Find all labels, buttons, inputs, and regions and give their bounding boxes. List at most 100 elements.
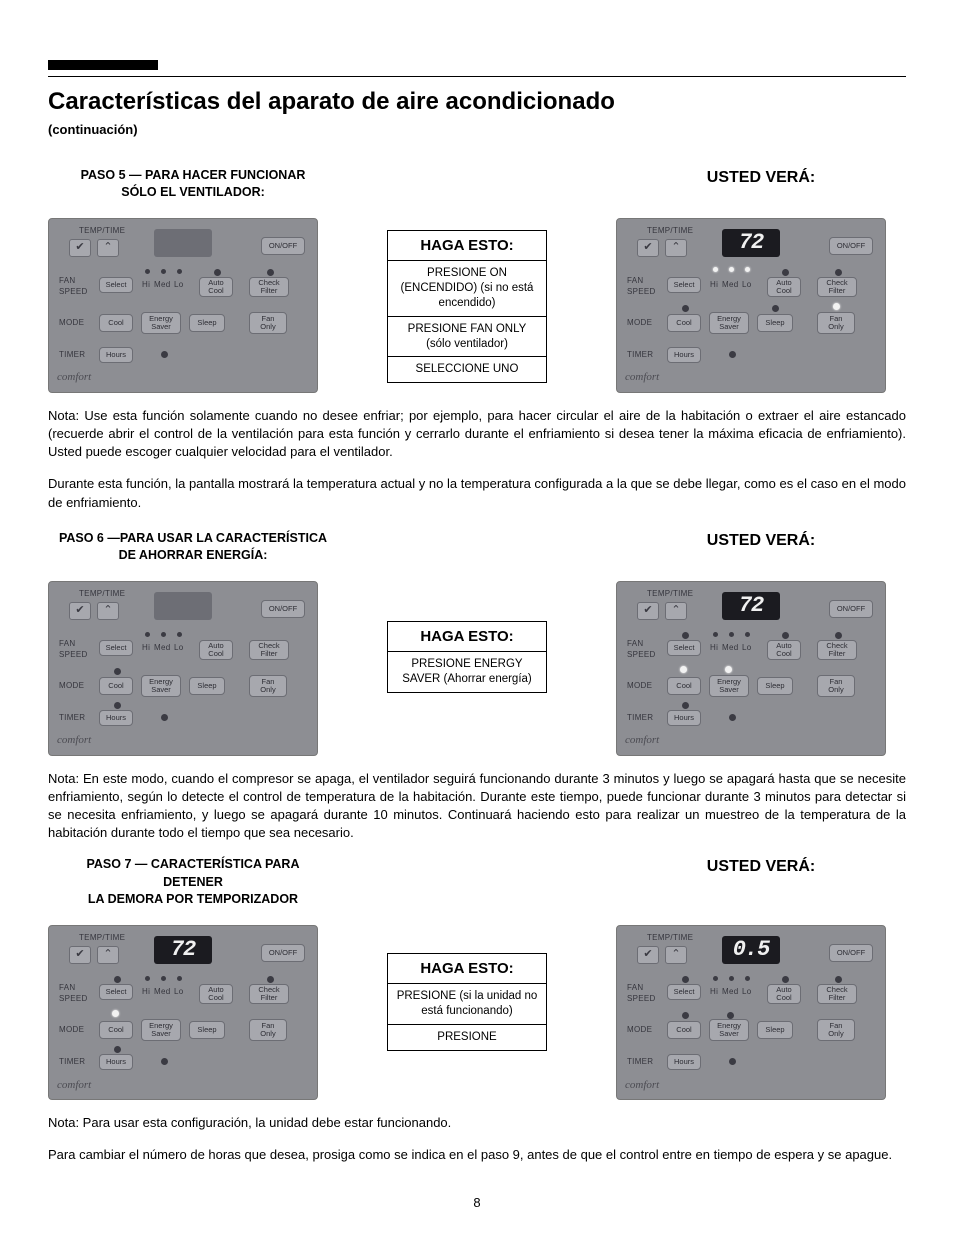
autocool-led (782, 269, 789, 276)
temp-up-arrow[interactable]: ⌃ (97, 239, 119, 257)
cool-button[interactable]: Cool (99, 677, 133, 695)
hours-button[interactable]: Hours (99, 710, 133, 726)
onoff-button[interactable]: ON/OFF (829, 237, 873, 255)
energysaver-button[interactable]: Energy Saver (141, 675, 181, 697)
sleep-button[interactable]: Sleep (757, 677, 793, 695)
hours-button[interactable]: Hours (667, 1054, 701, 1070)
checkfilter-button[interactable]: Check Filter (249, 640, 289, 660)
step5-note2: Durante esta función, la pantalla mostra… (48, 475, 906, 511)
hi-led (713, 976, 718, 981)
energysaver-button[interactable]: Energy Saver (709, 312, 749, 334)
autocool-button[interactable]: Auto Cool (199, 277, 233, 297)
temp-up-arrow[interactable]: ⌃ (665, 946, 687, 964)
fanonly-button[interactable]: Fan Only (817, 675, 855, 697)
onoff-button[interactable]: ON/OFF (261, 237, 305, 255)
autocool-button[interactable]: Auto Cool (199, 640, 233, 660)
step5-right: TEMP/TIME ✔ ⌃ 72 ON/OFF FAN SPEED Select… (616, 218, 906, 393)
temp-down-arrow[interactable]: ✔ (637, 602, 659, 620)
cool-button[interactable]: Cool (667, 677, 701, 695)
haga-header: HAGA ESTO: (388, 954, 546, 984)
step7-note1: Nota: Para usar esta configuración, la u… (48, 1114, 906, 1132)
cool-button[interactable]: Cool (99, 314, 133, 332)
onoff-button[interactable]: ON/OFF (829, 944, 873, 962)
brand-logo: comfort (625, 1078, 659, 1093)
step6-haga-box: HAGA ESTO: PRESIONE ENERGY SAVER (Ahorra… (387, 621, 547, 693)
autocool-button[interactable]: Auto Cool (767, 277, 801, 297)
sleep-button[interactable]: Sleep (757, 314, 793, 332)
temp-down-arrow[interactable]: ✔ (637, 946, 659, 964)
energysaver-button[interactable]: Energy Saver (709, 675, 749, 697)
select-button[interactable]: Select (99, 277, 133, 293)
checkfilter-button[interactable]: Check Filter (817, 640, 857, 660)
hours-button[interactable]: Hours (667, 710, 701, 726)
sleep-button[interactable]: Sleep (757, 1021, 793, 1039)
display-screen: 72 (722, 592, 780, 620)
energysaver-button[interactable]: Energy Saver (709, 1019, 749, 1041)
fanonly-button[interactable]: Fan Only (817, 1019, 855, 1041)
temp-down-arrow[interactable]: ✔ (637, 239, 659, 257)
fanspeed-label: FAN SPEED (59, 275, 88, 297)
fanonly-button[interactable]: Fan Only (249, 312, 287, 334)
cool-button[interactable]: Cool (667, 314, 701, 332)
timer-label: TIMER (627, 349, 653, 360)
hours-button[interactable]: Hours (99, 347, 133, 363)
select-button[interactable]: Select (99, 640, 133, 656)
brand-logo: comfort (57, 370, 91, 385)
fanspeed-label: FAN SPEED (627, 275, 656, 297)
hi-label: Hi (710, 279, 718, 290)
hi-led (145, 632, 150, 637)
checkfilter-button[interactable]: Check Filter (817, 984, 857, 1004)
sleep-led (772, 305, 779, 312)
autocool-button[interactable]: Auto Cool (767, 640, 801, 660)
control-panel-left-5: TEMP/TIME ✔ ⌃ ON/OFF FAN SPEED Select Hi… (48, 218, 318, 393)
hours-button[interactable]: Hours (667, 347, 701, 363)
select-button[interactable]: Select (99, 984, 133, 1000)
cool-button[interactable]: Cool (667, 1021, 701, 1039)
lo-label: Lo (742, 279, 752, 290)
temp-down-arrow[interactable]: ✔ (69, 239, 91, 257)
lo-label: Lo (174, 279, 184, 290)
sleep-button[interactable]: Sleep (189, 677, 225, 695)
onoff-button[interactable]: ON/OFF (261, 600, 305, 618)
select-button[interactable]: Select (667, 640, 701, 656)
temp-up-arrow[interactable]: ⌃ (97, 946, 119, 964)
hi-label: Hi (142, 642, 150, 653)
mode-label: MODE (59, 317, 84, 328)
energysaver-button[interactable]: Energy Saver (141, 312, 181, 334)
temp-up-arrow[interactable]: ⌃ (665, 602, 687, 620)
autocool-button[interactable]: Auto Cool (767, 984, 801, 1004)
temp-down-arrow[interactable]: ✔ (69, 602, 91, 620)
lo-led (745, 267, 750, 272)
autocool-led (782, 976, 789, 983)
haga-item: PRESIONE FAN ONLY (sólo ventilador) (388, 317, 546, 358)
checkfilter-button[interactable]: Check Filter (249, 984, 289, 1004)
energysaver-led-on (725, 666, 732, 673)
temp-down-arrow[interactable]: ✔ (69, 946, 91, 964)
step5-note1: Nota: Use esta función solamente cuando … (48, 407, 906, 462)
cool-button[interactable]: Cool (99, 1021, 133, 1039)
display-screen: 72 (154, 936, 212, 964)
med-label: Med (722, 642, 738, 653)
fanonly-button[interactable]: Fan Only (817, 312, 855, 334)
fanonly-button[interactable]: Fan Only (249, 675, 287, 697)
checkfilter-button[interactable]: Check Filter (249, 277, 289, 297)
onoff-button[interactable]: ON/OFF (829, 600, 873, 618)
sleep-button[interactable]: Sleep (189, 1021, 225, 1039)
sleep-button[interactable]: Sleep (189, 314, 225, 332)
energysaver-button[interactable]: Energy Saver (141, 1019, 181, 1041)
med-label: Med (154, 986, 170, 997)
control-panel-right-7: TEMP/TIME ✔ ⌃ 0.5 ON/OFF FAN SPEED Selec… (616, 925, 886, 1100)
med-led (161, 632, 166, 637)
autocool-button[interactable]: Auto Cool (199, 984, 233, 1004)
step6-note: Nota: En este modo, cuando el compresor … (48, 770, 906, 843)
checkfilter-button[interactable]: Check Filter (817, 277, 857, 297)
hours-button[interactable]: Hours (99, 1054, 133, 1070)
step7-note2: Para cambiar el número de horas que dese… (48, 1146, 906, 1164)
step5-left-panel-wrap: TEMP/TIME ✔ ⌃ ON/OFF FAN SPEED Select Hi… (48, 218, 318, 393)
fanonly-button[interactable]: Fan Only (249, 1019, 287, 1041)
temp-up-arrow[interactable]: ⌃ (97, 602, 119, 620)
temp-up-arrow[interactable]: ⌃ (665, 239, 687, 257)
select-button[interactable]: Select (667, 984, 701, 1000)
onoff-button[interactable]: ON/OFF (261, 944, 305, 962)
select-button[interactable]: Select (667, 277, 701, 293)
